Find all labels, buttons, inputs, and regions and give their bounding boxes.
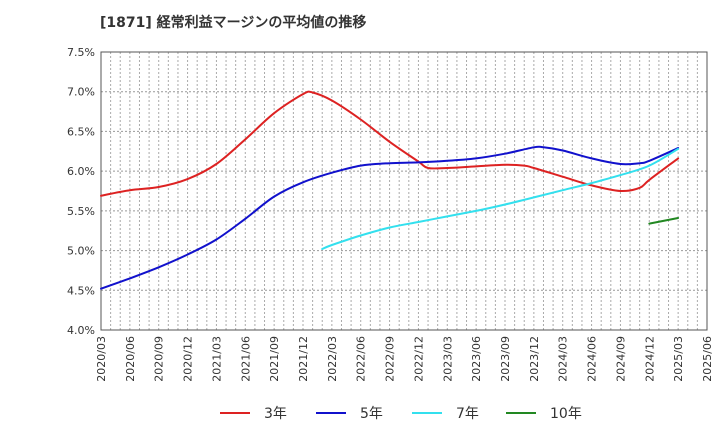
x-tick-label: 2023/03 (441, 336, 454, 382)
x-tick-label: 2021/06 (239, 336, 252, 382)
y-tick-label: 4.0% (67, 324, 95, 337)
x-tick-label: 2025/06 (701, 336, 714, 382)
x-tick-label: 2025/03 (672, 336, 685, 382)
x-axis-ticks: 2020/03 2020/06 2020/09 2020/12 2021/03 2021/… (95, 336, 714, 382)
y-tick-label: 7.5% (67, 46, 95, 59)
x-tick-label: 2022/09 (384, 336, 397, 382)
legend-label: 3年 (264, 406, 287, 422)
x-tick-label: 2020/03 (95, 336, 108, 382)
y-tick-label: 6.5% (67, 125, 95, 138)
series-lines (100, 90, 680, 290)
x-tick-label: 2023/06 (470, 336, 483, 382)
x-tick-label: 2024/06 (586, 336, 599, 382)
series-5yr-line (100, 145, 680, 290)
y-tick-label: 6.0% (67, 165, 95, 178)
x-tick-label: 2023/12 (528, 336, 541, 382)
series-7yr-line (321, 147, 680, 250)
x-tick-label: 2024/03 (557, 336, 570, 382)
y-tick-label: 5.0% (67, 245, 95, 258)
series-10yr-line (648, 217, 680, 225)
legend-item-5yr: 5年 (316, 406, 383, 422)
x-tick-label: 2024/09 (614, 336, 627, 382)
chart-title: [1871] 経常利益マージンの平均値の推移 (100, 15, 367, 31)
legend: 3年 5年 7年 10年 (220, 406, 582, 422)
x-tick-label: 2022/12 (412, 336, 425, 382)
y-tick-label: 7.0% (67, 86, 95, 99)
legend-item-7yr: 7年 (412, 406, 479, 422)
x-tick-label: 2022/06 (355, 336, 368, 382)
x-tick-label: 2020/09 (153, 336, 166, 382)
legend-label: 10年 (550, 406, 582, 422)
x-tick-label: 2021/12 (297, 336, 310, 382)
x-tick-label: 2023/09 (499, 336, 512, 382)
legend-label: 5年 (360, 406, 383, 422)
y-axis-ticks: 4.0% 4.5% 5.0% 5.5% 6.0% 6.5% 7.0% 7.5% (67, 46, 95, 337)
x-tick-label: 2021/09 (268, 336, 281, 382)
y-tick-label: 5.5% (67, 205, 95, 218)
y-tick-label: 4.5% (67, 284, 95, 297)
x-tick-label: 2020/12 (182, 336, 195, 382)
x-tick-label: 2022/03 (326, 336, 339, 382)
x-tick-label: 2020/06 (124, 336, 137, 382)
plot-area-frame (100, 51, 708, 331)
x-tick-label: 2024/12 (643, 336, 656, 382)
x-tick-label: 2021/03 (210, 336, 223, 382)
legend-label: 7年 (456, 406, 479, 422)
legend-item-3yr: 3年 (220, 406, 287, 422)
legend-item-10yr: 10年 (506, 406, 582, 422)
